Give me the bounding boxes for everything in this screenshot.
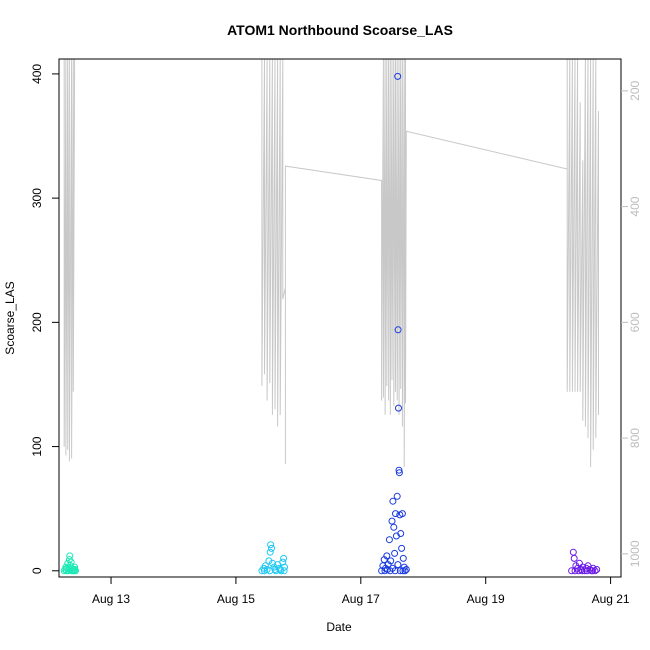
y-tick-label-4: 400 bbox=[30, 64, 44, 84]
data-point-s1-19 bbox=[271, 566, 279, 573]
data-point-s1-8 bbox=[268, 559, 276, 567]
data-point-s2-17 bbox=[395, 404, 402, 412]
y2-tick-label-3: 800 bbox=[628, 428, 642, 448]
x-tick-label-2: Aug 17 bbox=[342, 592, 380, 606]
x-axis-label: Date bbox=[326, 620, 352, 634]
data-point-s3-2 bbox=[570, 554, 578, 562]
y2-line-layer bbox=[63, 58, 599, 468]
data-point-s2-22 bbox=[398, 544, 406, 552]
data-point-s3-19 bbox=[583, 567, 591, 575]
data-point-s1-5 bbox=[266, 548, 274, 556]
data-point-s3-16 bbox=[571, 567, 579, 575]
data-point-s0-17 bbox=[68, 567, 76, 575]
data-point-s2-24 bbox=[399, 554, 407, 562]
y2-tick-label-1: 400 bbox=[628, 196, 642, 216]
data-point-s1-14 bbox=[279, 558, 287, 566]
data-point-s1-18 bbox=[266, 567, 274, 575]
data-point-s2-11 bbox=[391, 549, 399, 557]
data-point-s3-20 bbox=[588, 567, 596, 575]
y-axis-label: Scoarse_LAS bbox=[3, 281, 17, 354]
data-point-s3-0 bbox=[568, 567, 576, 575]
y-tick-label-0: 0 bbox=[30, 567, 44, 574]
x-tick-label-4: Aug 21 bbox=[592, 592, 630, 606]
y2-series-line bbox=[63, 58, 599, 468]
data-point-s2-33 bbox=[394, 561, 402, 569]
data-point-s2-9 bbox=[389, 497, 397, 505]
x-axis: Aug 13 Aug 15 Aug 17 Aug 19 Aug 21 bbox=[92, 577, 630, 606]
data-point-s3-17 bbox=[575, 567, 582, 575]
data-point-s2-4 bbox=[383, 552, 391, 560]
y-axis: 0 100 200 300 400 bbox=[30, 64, 59, 574]
data-point-s3-1 bbox=[569, 548, 577, 556]
data-point-s1-20 bbox=[276, 566, 284, 573]
data-point-s2-32 bbox=[391, 567, 399, 575]
data-point-s2-35 bbox=[399, 567, 407, 575]
data-point-s3-14 bbox=[591, 567, 599, 575]
data-point-s3-18 bbox=[578, 567, 586, 575]
y2-axis: 200 400 600 800 1000 bbox=[621, 81, 642, 567]
data-point-s2-26 bbox=[401, 567, 409, 575]
data-point-s2-12 bbox=[392, 510, 399, 518]
data-point-s1-15 bbox=[280, 554, 288, 562]
x-tick-label-1: Aug 15 bbox=[217, 592, 255, 606]
data-point-s2-18 bbox=[395, 466, 403, 474]
y-tick-label-2: 200 bbox=[30, 312, 44, 332]
points-layer bbox=[60, 72, 601, 575]
y-tick-label-1: 100 bbox=[30, 436, 44, 456]
data-point-s2-21 bbox=[397, 530, 405, 537]
data-point-s2-15 bbox=[394, 72, 402, 80]
data-point-s1-21 bbox=[280, 567, 288, 575]
data-point-s0-7 bbox=[66, 552, 74, 560]
x-tick-label-0: Aug 13 bbox=[92, 592, 130, 606]
chart-title: ATOM1 Northbound Scoarse_LAS bbox=[227, 22, 453, 38]
data-point-s2-6 bbox=[385, 536, 393, 544]
data-point-s3-15 bbox=[593, 566, 601, 573]
data-point-s1-7 bbox=[268, 544, 275, 552]
data-point-s2-16 bbox=[394, 326, 402, 334]
data-point-s2-8 bbox=[388, 517, 396, 525]
data-point-s1-17 bbox=[261, 567, 268, 575]
data-point-s0-18 bbox=[70, 567, 78, 575]
data-point-s2-14 bbox=[393, 492, 401, 500]
y2-tick-label-4: 1000 bbox=[628, 540, 642, 567]
data-point-s1-2 bbox=[261, 562, 269, 570]
data-point-s1-6 bbox=[267, 541, 275, 549]
data-point-s2-7 bbox=[387, 557, 395, 565]
data-point-s2-19 bbox=[395, 469, 403, 477]
x-tick-label-3: Aug 19 bbox=[467, 592, 505, 606]
data-point-s3-7 bbox=[579, 563, 587, 571]
data-point-s2-34 bbox=[396, 567, 404, 575]
data-point-s1-4 bbox=[265, 557, 273, 565]
data-point-s2-23 bbox=[398, 510, 406, 518]
y2-tick-label-0: 200 bbox=[628, 81, 642, 101]
y-tick-label-3: 300 bbox=[30, 188, 44, 208]
y2-tick-label-2: 600 bbox=[628, 312, 642, 332]
data-point-s0-19 bbox=[71, 566, 79, 573]
plot-frame bbox=[58, 58, 622, 578]
data-point-s2-10 bbox=[390, 523, 398, 531]
